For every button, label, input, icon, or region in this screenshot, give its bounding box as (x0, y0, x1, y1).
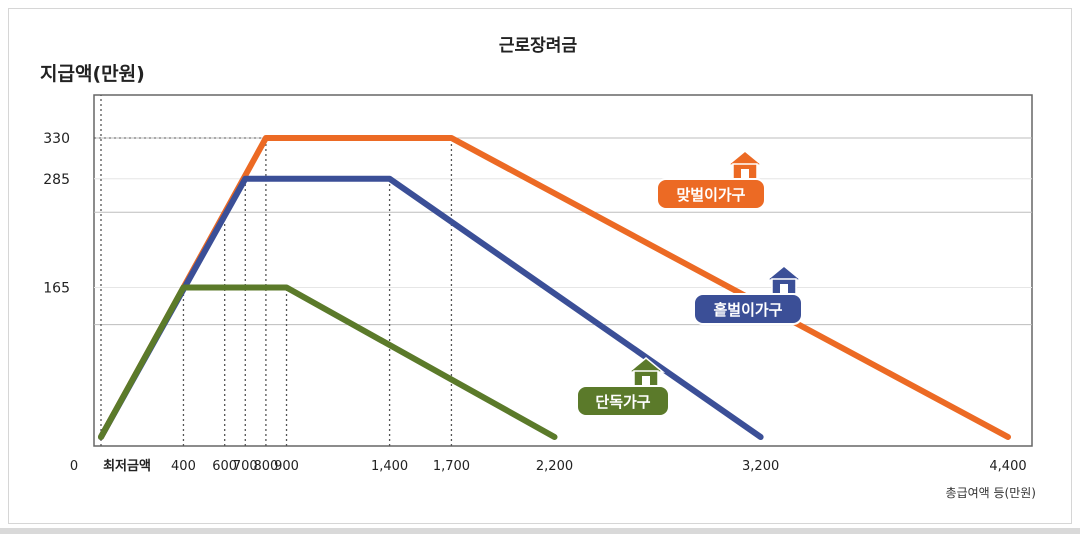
series-line (98, 284, 558, 440)
house-door (741, 169, 749, 179)
plot-border (93, 94, 1033, 447)
x-tick-label: 최저금액 (103, 459, 151, 474)
bottom-bar (0, 528, 1080, 534)
house-door (780, 284, 788, 294)
x-tick-label: 400 (171, 459, 196, 474)
series-label: 홑벌이가구 (713, 301, 782, 319)
series-label-box (693, 293, 803, 325)
series-label-box (576, 385, 670, 417)
series-label: 맞벌이가구 (676, 186, 745, 204)
x-tick-label: 1,400 (371, 459, 408, 474)
y-axis-label: 지급액(만원) (40, 63, 145, 85)
house-icon (725, 150, 765, 166)
x-tick-label: 4,400 (989, 459, 1026, 474)
series-label: 단독가구 (595, 393, 650, 411)
x-tick-label: 700 (233, 459, 258, 474)
x-tick-label: 3,200 (742, 459, 779, 474)
x-axis-label: 총급여액 등(만원) (946, 486, 1036, 500)
chart-frame (8, 8, 1072, 524)
series-label-box (656, 178, 766, 210)
y-tick-label: 165 (43, 281, 70, 297)
x-tick-label: 2,200 (536, 459, 573, 474)
y-tick-label: 285 (43, 172, 70, 188)
house-door (642, 376, 650, 386)
x-tick-label: 600 (212, 459, 237, 474)
chart-title: 근로장려금 (499, 36, 578, 56)
x-tick-label: 900 (274, 459, 299, 474)
x-tick-label: 0 (70, 459, 78, 474)
house-icon (764, 265, 804, 281)
y-tick-label: 330 (43, 131, 70, 147)
x-tick-label: 1,700 (433, 459, 470, 474)
x-tick-label: 800 (253, 459, 278, 474)
